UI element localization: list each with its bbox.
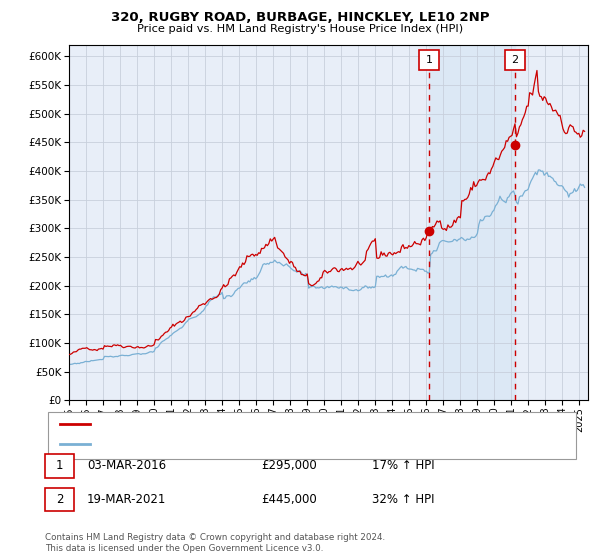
Text: £295,000: £295,000: [261, 459, 317, 473]
Text: £445,000: £445,000: [261, 493, 317, 506]
Text: Price paid vs. HM Land Registry's House Price Index (HPI): Price paid vs. HM Land Registry's House …: [137, 24, 463, 34]
Text: 17% ↑ HPI: 17% ↑ HPI: [372, 459, 434, 473]
Text: 1: 1: [56, 459, 63, 473]
Text: Contains HM Land Registry data © Crown copyright and database right 2024.
This d: Contains HM Land Registry data © Crown c…: [45, 533, 385, 553]
Text: 32% ↑ HPI: 32% ↑ HPI: [372, 493, 434, 506]
FancyBboxPatch shape: [419, 50, 439, 71]
Text: HPI: Average price, detached house, Hinckley and Bosworth: HPI: Average price, detached house, Hinc…: [96, 439, 409, 449]
Bar: [429, 45, 515, 400]
Text: 320, RUGBY ROAD, BURBAGE, HINCKLEY, LE10 2NP: 320, RUGBY ROAD, BURBAGE, HINCKLEY, LE10…: [111, 11, 489, 24]
Text: 2: 2: [56, 493, 63, 506]
FancyBboxPatch shape: [505, 50, 525, 71]
Text: 19-MAR-2021: 19-MAR-2021: [87, 493, 166, 506]
Text: 320, RUGBY ROAD, BURBAGE, HINCKLEY, LE10 2NP (detached house): 320, RUGBY ROAD, BURBAGE, HINCKLEY, LE10…: [96, 419, 457, 429]
Text: 2: 2: [511, 55, 518, 65]
Text: 1: 1: [426, 55, 433, 65]
Text: 03-MAR-2016: 03-MAR-2016: [87, 459, 166, 473]
